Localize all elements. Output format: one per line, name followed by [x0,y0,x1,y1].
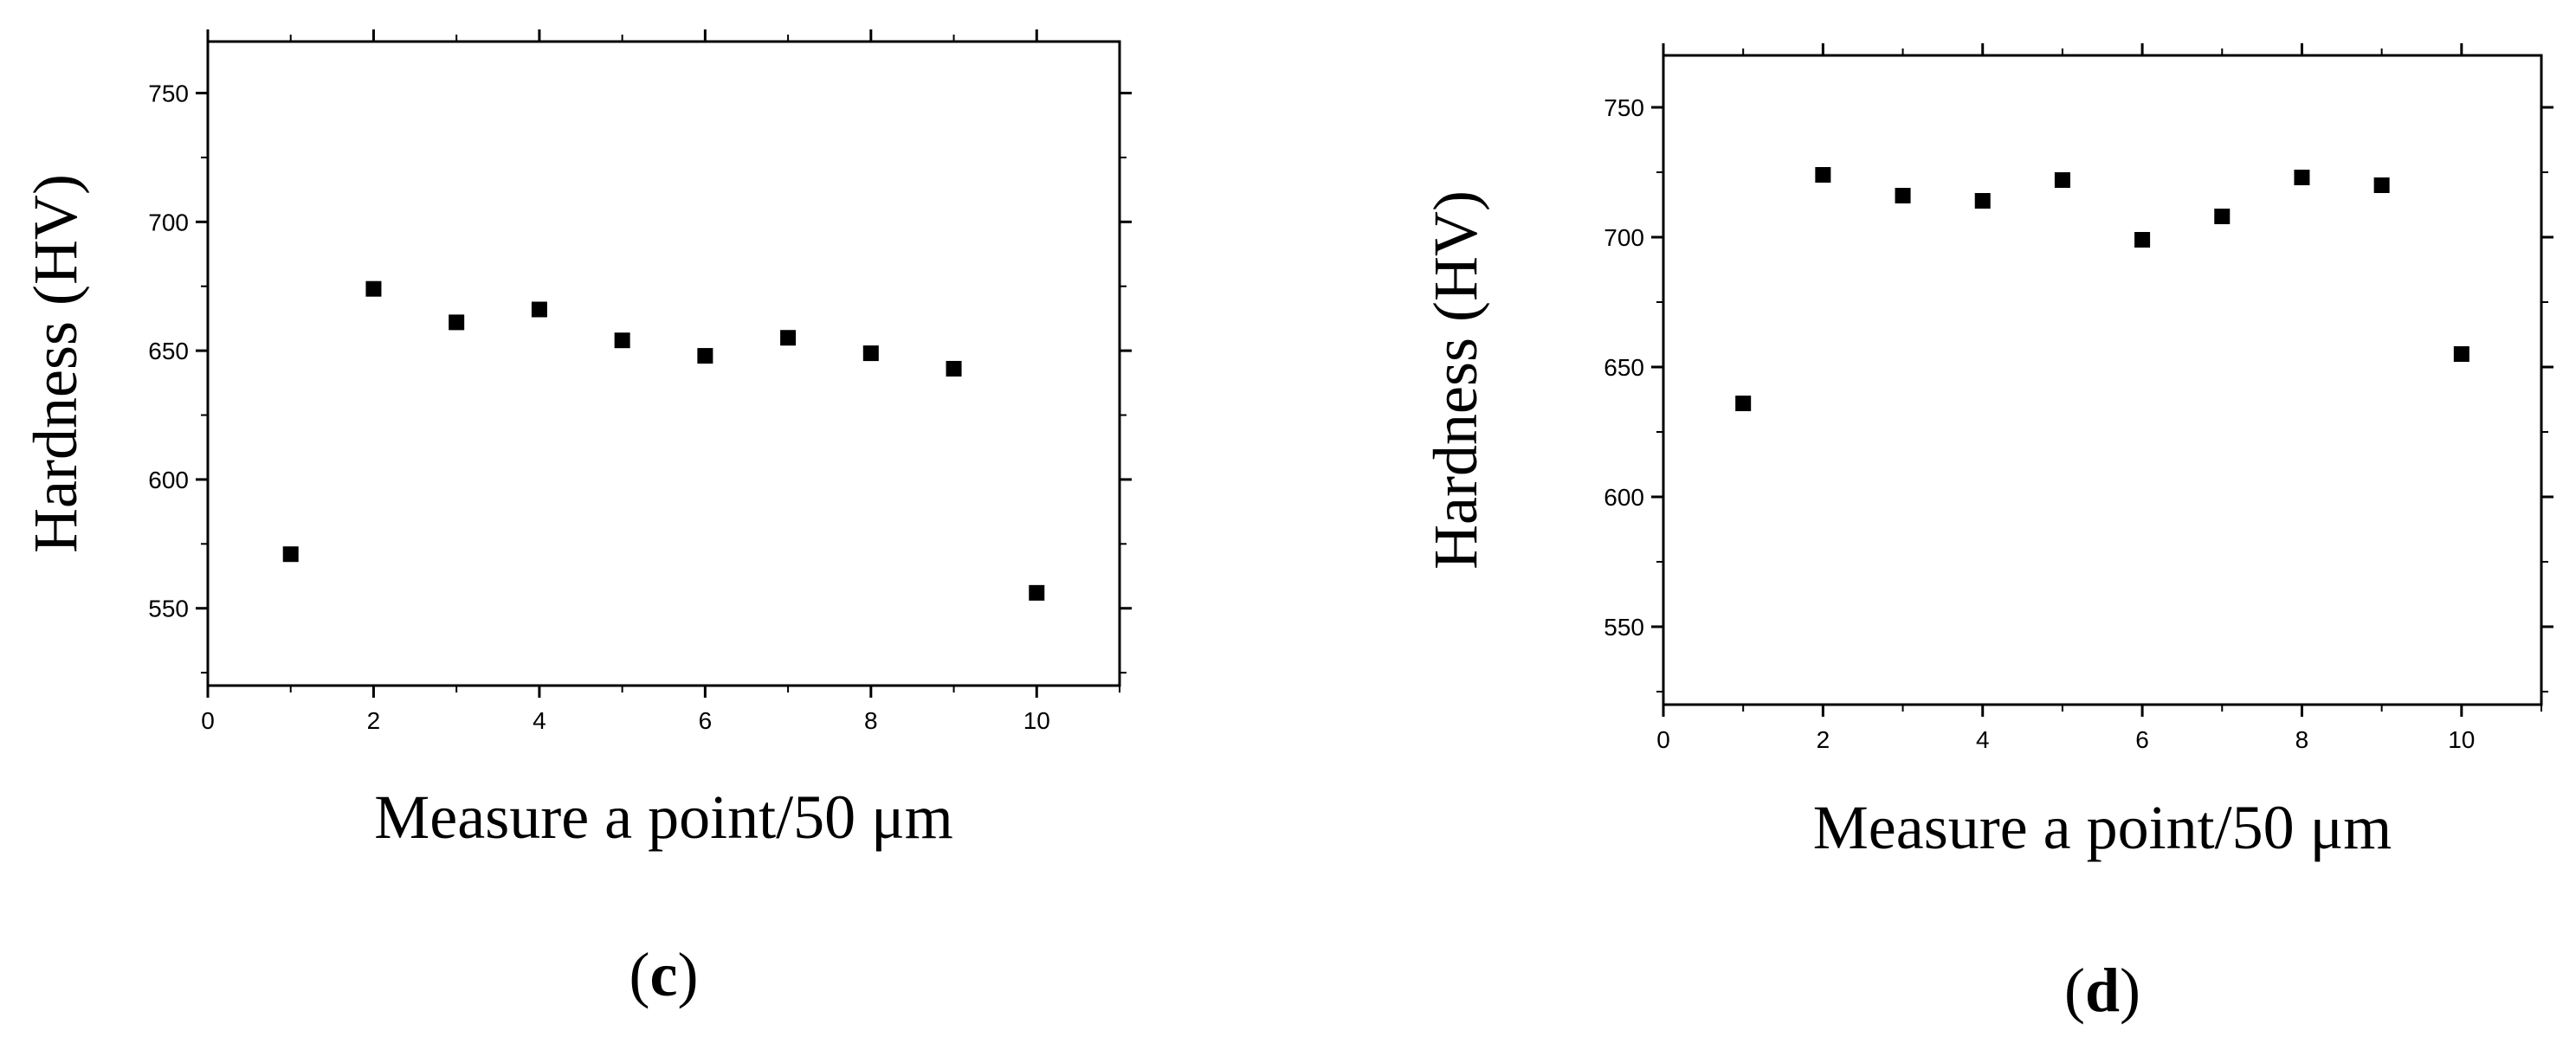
x-tick-label: 8 [864,707,878,734]
data-point [365,280,382,297]
panel-label: (c) [629,940,699,1009]
data-point [2214,209,2231,224]
y-tick-label: 600 [1604,484,1644,511]
data-point [1815,167,1831,183]
panel-label: (d) [2064,956,2140,1025]
x-tick-label: 10 [2448,726,2475,753]
chart-panel-d: 0 2 4 6 8 10 550 600 650 700 750 Measure a point/50… [1421,43,2553,1025]
x-tick-label: 6 [699,707,713,734]
x-tick-label: 2 [1817,726,1830,753]
data-point [282,546,299,563]
y-tick-label: 550 [1604,614,1644,641]
x-tick-label: 0 [201,707,215,734]
data-point [531,301,547,318]
x-tick-label: 8 [2295,726,2309,753]
data-point [862,345,879,362]
y-tick-label: 750 [1604,94,1644,121]
x-tick-label: 0 [1656,726,1670,753]
y-tick-label: 650 [148,338,189,364]
data-point [2054,172,2070,188]
panel-letter: d [2085,956,2120,1025]
x-tick-label: 2 [367,707,381,734]
x-axis-title: Measure a point/50 μm [1813,793,2392,862]
y-axis-title: Hardness (HV) [21,174,90,553]
y-tick-label: 550 [148,596,189,622]
plot-frame [206,40,1121,687]
data-point [449,314,465,331]
plot-frame [1662,54,2543,706]
data-point [614,332,630,349]
y-tick-label: 700 [148,209,189,235]
x-tick-label: 4 [1976,726,1990,753]
x-tick-label: 10 [1023,707,1050,734]
chart-panel-c: 0 2 4 6 8 10 550 600 650 700 750 Measure a point/50… [21,29,1132,1009]
data-point [1895,188,1911,203]
x-tick-label: 4 [533,707,546,734]
data-point [2294,170,2310,185]
data-point [697,348,713,364]
y-axis-title: Hardness (HV) [1421,190,1490,570]
data-point [1029,584,1045,601]
y-tick-label: 600 [148,467,189,493]
data-point [946,360,962,377]
data-point [2373,177,2390,193]
x-axis-title: Measure a point/50 μm [374,783,952,852]
data-point [1974,193,1991,209]
y-tick-label: 700 [1604,224,1644,251]
data-point [2134,232,2151,248]
y-tick-label: 650 [1604,354,1644,381]
data-point [1735,396,1752,411]
y-tick-label: 750 [148,81,189,107]
panel-letter: c [650,940,678,1009]
data-point [2453,346,2469,362]
data-point [780,330,797,346]
x-tick-label: 6 [2135,726,2149,753]
